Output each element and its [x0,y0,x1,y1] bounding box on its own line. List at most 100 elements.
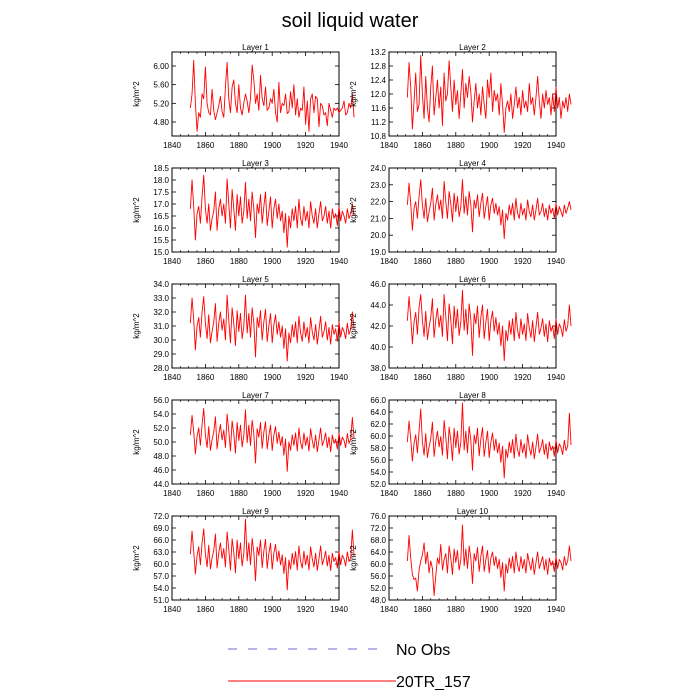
layer-10-xtick-label: 1860 [414,605,432,614]
layer-9-panel: Layer 9 1840 1860 1880 1900 1920 1940 51.0 54.0 5… [132,507,355,614]
layer-1-xtick-label: 1900 [263,141,281,150]
layer-8-ytick-label: 60.0 [370,432,386,441]
layer-9-ytick-label: 66.0 [153,536,169,545]
layer-7-xtick-label: 1840 [163,489,181,498]
layer-2-ytick-label: 11.2 [371,118,387,127]
layer-9-ytick-label: 54.0 [153,584,169,593]
layer-8-ytick-label: 56.0 [370,456,386,465]
layer-10-xtick-label: 1840 [380,605,398,614]
layer-1-title: Layer 1 [242,43,269,52]
layer-3-ytick-label: 17.5 [153,188,169,197]
layer-10-xtick-label: 1880 [447,605,465,614]
layer-2-xtick-label: 1900 [480,141,498,150]
layer-2-ytick-label: 13.2 [370,48,386,57]
layer-4-xtick-label: 1900 [480,257,498,266]
layer-8-xtick-label: 1840 [380,489,398,498]
layer-10-ytick-label: 52.0 [370,584,386,593]
layer-8-xtick-label: 1920 [514,489,532,498]
layer-1-ytick-label: 5.60 [153,81,169,90]
layer-2-ytick-label: 12.0 [370,90,386,99]
layer-1-ytick-label: 4.80 [153,118,169,127]
layer-10-ytick-label: 68.0 [370,536,386,545]
layer-8-ylabel: kg/m^2 [349,429,358,455]
layer-7-xtick-label: 1880 [230,489,248,498]
layer-2-series-line [406,55,572,133]
layer-9-ylabel: kg/m^2 [132,545,141,571]
layer-6-ytick-label: 42.0 [370,322,386,331]
layer-6-panel: Layer 6 1840 1860 1880 1900 1920 1940 38.0 40.0 4… [349,275,572,382]
layer-3-title: Layer 3 [242,159,269,168]
layer-5-ytick-label: 32.0 [153,308,169,317]
layer-7-ytick-label: 56.0 [153,396,169,405]
layer-5-xtick-label: 1860 [197,373,215,382]
layer-3-ytick-label: 16.5 [153,212,169,221]
layer-3-series-line [189,174,355,248]
layer-9-xtick-label: 1940 [330,605,348,614]
layer-4-xtick-label: 1880 [447,257,465,266]
layer-9-xtick-label: 1840 [163,605,181,614]
layer-2-ytick-label: 10.8 [370,132,386,141]
layer-8-title: Layer 8 [459,391,486,400]
layer-6-ytick-label: 46.0 [370,280,386,289]
layer-6-series-line [406,289,572,362]
layer-8-ytick-label: 52.0 [370,480,386,489]
layer-5-ytick-label: 28.0 [153,364,169,373]
layer-5-ytick-label: 34.0 [153,280,169,289]
layer-10-ylabel: kg/m^2 [349,545,358,571]
layer-4-ytick-label: 19.0 [370,248,386,257]
panels-grid: Layer 1 1840 1860 1880 1900 1920 1940 4.80 5.20 5… [132,43,572,614]
layer-6-ytick-label: 44.0 [370,301,386,310]
layer-9-xtick-label: 1860 [197,605,215,614]
layer-5-panel: Layer 5 1840 1860 1880 1900 1920 1940 28.0 29.0 3… [132,275,355,382]
layer-4-ytick-label: 23.0 [370,181,386,190]
layer-8-panel: Layer 8 1840 1860 1880 1900 1920 1940 52.0 54.0 5… [349,391,572,498]
layer-7-xtick-label: 1860 [197,489,215,498]
layer-9-xtick-label: 1920 [297,605,315,614]
layer-10-ytick-label: 60.0 [370,560,386,569]
layer-8-ytick-label: 66.0 [370,396,386,405]
layer-10-panel: Layer 10 1840 1860 1880 1900 1920 1940 48.0 52.0… [349,507,572,614]
layer-4-ylabel: kg/m^2 [349,197,358,223]
layer-3-xtick-label: 1920 [297,257,315,266]
layer-3-xtick-label: 1860 [197,257,215,266]
layer-7-series-line [189,407,355,472]
layer-1-xtick-label: 1940 [330,141,348,150]
layer-6-xtick-label: 1840 [380,373,398,382]
layer-2-xtick-label: 1940 [547,141,565,150]
layer-5-title: Layer 5 [242,275,269,284]
layer-3-ytick-label: 15.5 [153,236,169,245]
layer-5-ytick-label: 33.0 [153,294,169,303]
layer-6-ytick-label: 38.0 [370,364,386,373]
layer-4-series-line [406,179,572,240]
layer-3-ytick-label: 18.0 [153,176,169,185]
layer-9-ytick-label: 63.0 [153,548,169,557]
layer-5-xtick-label: 1940 [330,373,348,382]
layer-5-series-line [189,294,355,362]
layer-3-xtick-label: 1880 [230,257,248,266]
layer-4-ytick-label: 20.0 [370,231,386,240]
layer-1-panel: Layer 1 1840 1860 1880 1900 1920 1940 4.80 5.20 5… [132,43,355,150]
layer-9-ytick-label: 51.0 [153,596,169,605]
layer-9-ytick-label: 57.0 [153,572,169,581]
layer-5-ylabel: kg/m^2 [132,313,141,339]
layer-10-ytick-label: 64.0 [370,548,386,557]
layer-1-ylabel: kg/m^2 [132,81,141,107]
legend: No Obs 20TR_157 [228,642,471,691]
layer-4-ytick-label: 22.0 [370,198,386,207]
layer-4-xtick-label: 1840 [380,257,398,266]
layer-8-ytick-label: 58.0 [370,444,386,453]
layer-8-xtick-label: 1880 [447,489,465,498]
figure-title: soil liquid water [282,10,419,32]
layer-2-xtick-label: 1860 [414,141,432,150]
layer-1-xtick-label: 1860 [197,141,215,150]
layer-4-panel: Layer 4 1840 1860 1880 1900 1920 1940 19.0 20.0 2… [349,159,572,266]
layer-5-xtick-label: 1840 [163,373,181,382]
layer-5-ytick-label: 30.0 [153,336,169,345]
layer-9-title: Layer 9 [242,507,269,516]
layer-9-ytick-label: 69.0 [153,524,169,533]
layer-8-xtick-label: 1900 [480,489,498,498]
layer-9-ytick-label: 72.0 [153,512,169,521]
layer-2-title: Layer 2 [459,43,486,52]
layer-10-xtick-label: 1940 [547,605,565,614]
